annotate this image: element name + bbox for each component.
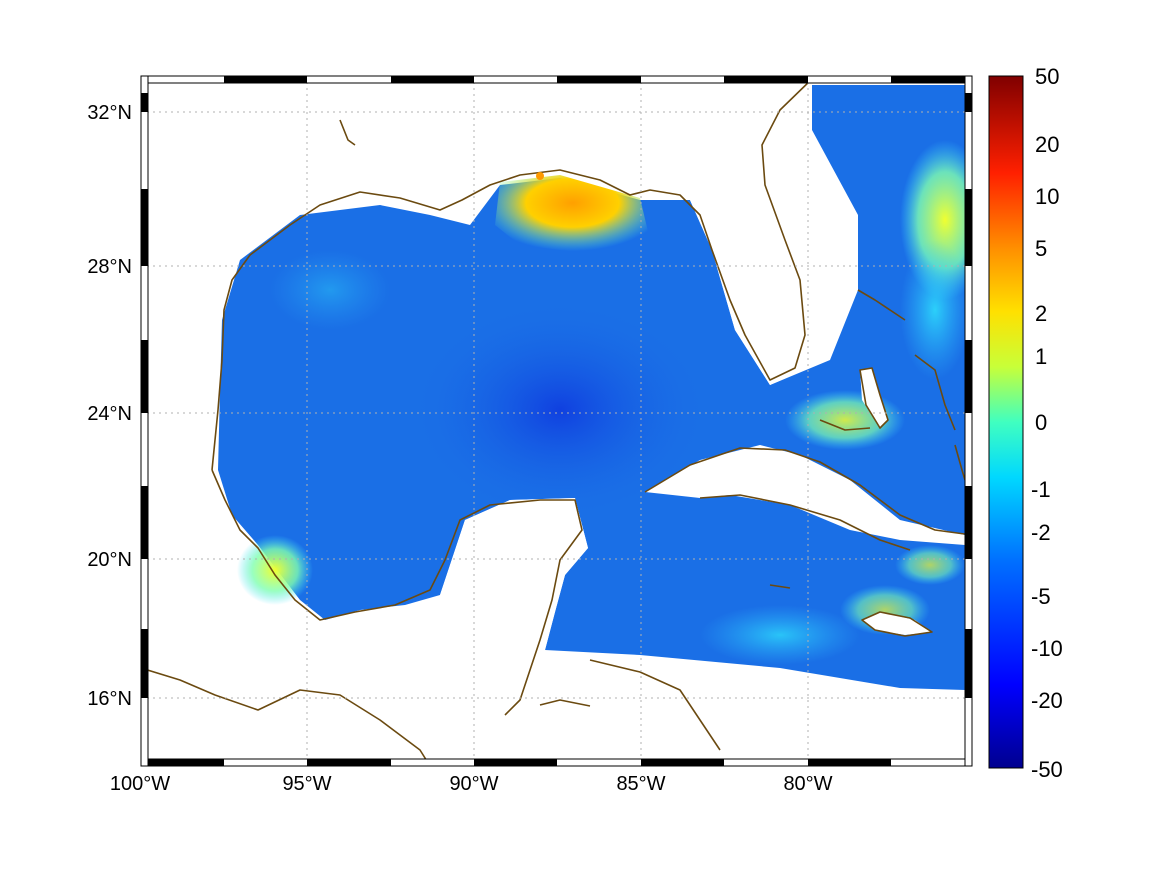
- colorbar-tick-label: -1: [1031, 477, 1051, 502]
- y-tick-label: 32°N: [87, 102, 132, 124]
- colorbar-tick-label: 20: [1035, 132, 1059, 157]
- x-tick-label: 90°W: [449, 773, 498, 795]
- colorbar-tick-label: 0: [1035, 410, 1047, 435]
- x-tick-label: 100°W: [110, 773, 170, 795]
- coastlines: [141, 76, 972, 766]
- y-axis-labels: 32°N 28°N 24°N 20°N 16°N: [87, 102, 132, 710]
- campeche-anomaly: [237, 535, 313, 605]
- colorbar-tick-label: 2: [1035, 301, 1047, 326]
- colorbar-tick-label: -50: [1031, 757, 1063, 782]
- gridlines: [141, 76, 972, 766]
- cuba-land: [645, 445, 965, 545]
- colorbar-tick-label: 10: [1035, 184, 1059, 209]
- atlantic-cyan: [900, 240, 970, 380]
- y-tick-label: 24°N: [87, 403, 132, 425]
- x-tick-label: 95°W: [282, 773, 331, 795]
- colorbar-tick-label: -5: [1031, 584, 1051, 609]
- y-tick-label: 28°N: [87, 256, 132, 278]
- jamaica-land: [862, 612, 932, 635]
- y-tick-label: 20°N: [87, 549, 132, 571]
- north-gulf-anomaly: [495, 175, 650, 255]
- colorbar-tick-label: 50: [1035, 64, 1059, 89]
- caribbean-anomaly: [895, 545, 965, 585]
- colorbar-tick-label: 1: [1035, 344, 1047, 369]
- map-panel: [141, 76, 972, 766]
- colorbar: 50 20 10 5 2 1 0 -1 -2 -5 -10 -20 -50: [988, 64, 1063, 782]
- colorbar-labels: 50 20 10 5 2 1 0 -1 -2 -5 -10 -20 -50: [1031, 64, 1063, 782]
- western-cyan: [270, 250, 390, 330]
- y-tick-label: 16°N: [87, 688, 132, 710]
- colorbar-gradient: [988, 75, 1024, 769]
- x-tick-label: 85°W: [616, 773, 665, 795]
- x-tick-label: 80°W: [783, 773, 832, 795]
- station-marker: [536, 172, 544, 180]
- colorbar-tick-label: 5: [1035, 236, 1047, 261]
- florida-land: [690, 76, 812, 385]
- colorbar-tick-label: -20: [1031, 688, 1063, 713]
- colorbar-tick-label: -2: [1031, 520, 1051, 545]
- map-frame: [140, 75, 973, 767]
- colorbar-tick-label: -10: [1031, 636, 1063, 661]
- yucatan-land: [141, 498, 588, 766]
- deep-anomaly: [410, 300, 710, 520]
- caribbean-cyan: [700, 605, 860, 665]
- x-axis-labels: 100°W 95°W 90°W 85°W 80°W: [110, 773, 833, 795]
